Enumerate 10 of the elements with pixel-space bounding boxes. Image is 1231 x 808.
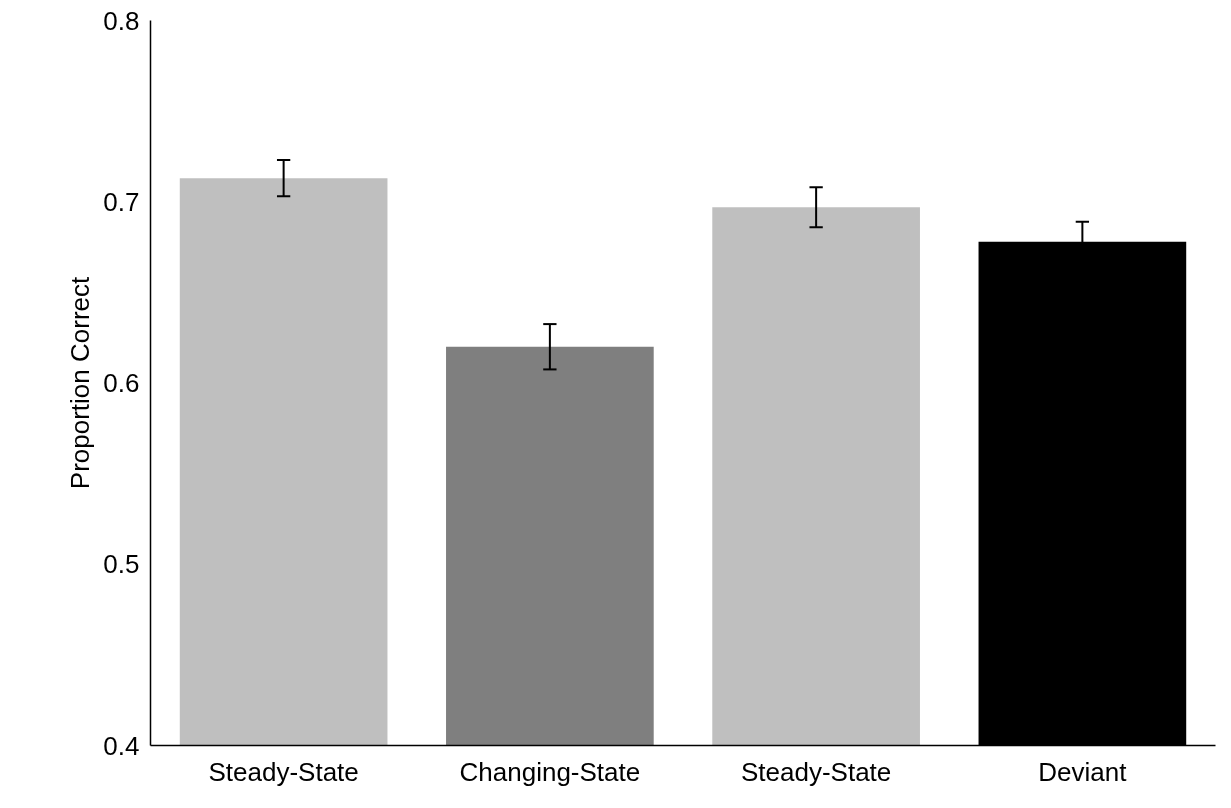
- x-tick-label: Changing-State: [459, 756, 641, 787]
- x-tick-label: Steady-State: [208, 756, 359, 787]
- x-tick-label: Deviant: [1038, 756, 1128, 787]
- y-tick-label: 0.5: [103, 549, 140, 580]
- y-tick-label: 0.6: [103, 368, 140, 398]
- y-tick-label: 0.4: [103, 730, 140, 761]
- y-axis-title: Proportion Correct: [65, 276, 96, 490]
- y-tick-label: 0.7: [103, 186, 140, 217]
- y-tick-label: 0.8: [103, 5, 140, 36]
- x-tick-label: Steady-State: [740, 756, 892, 787]
